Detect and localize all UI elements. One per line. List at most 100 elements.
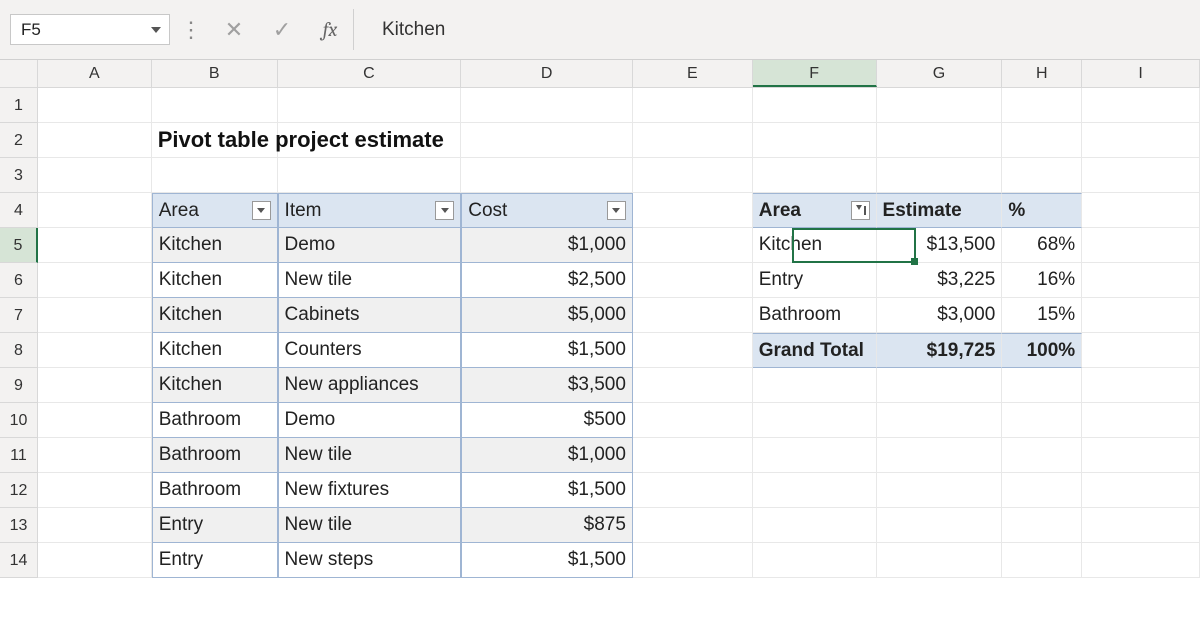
row-header[interactable]: 4 bbox=[0, 193, 38, 228]
sort-icon[interactable] bbox=[851, 201, 870, 220]
col-header-G[interactable]: G bbox=[877, 60, 1003, 87]
pivot-header-percent[interactable]: % bbox=[1002, 193, 1082, 228]
cell[interactable] bbox=[633, 123, 753, 158]
row-header[interactable]: 5 bbox=[0, 228, 38, 263]
cell[interactable] bbox=[1082, 438, 1200, 473]
table-row[interactable]: Cabinets bbox=[278, 298, 462, 333]
pivot-row[interactable]: 15% bbox=[1002, 298, 1082, 333]
table-row[interactable]: Bathroom bbox=[152, 473, 278, 508]
cell[interactable] bbox=[877, 88, 1003, 123]
pivot-row[interactable]: $3,225 bbox=[877, 263, 1003, 298]
cell[interactable] bbox=[38, 403, 152, 438]
insert-function-button[interactable]: fx bbox=[306, 0, 354, 59]
row-header[interactable]: 14 bbox=[0, 543, 38, 578]
table-row[interactable]: Bathroom bbox=[152, 438, 278, 473]
cell[interactable] bbox=[461, 88, 633, 123]
table-row[interactable]: New tile bbox=[278, 263, 462, 298]
pivot-row[interactable]: 16% bbox=[1002, 263, 1082, 298]
cell[interactable] bbox=[1082, 298, 1200, 333]
table-row[interactable]: Kitchen bbox=[152, 263, 278, 298]
pivot-grand-total[interactable]: $19,725 bbox=[877, 333, 1003, 368]
cell[interactable] bbox=[38, 438, 152, 473]
row-header[interactable]: 13 bbox=[0, 508, 38, 543]
cell[interactable] bbox=[1082, 543, 1200, 578]
cell[interactable] bbox=[1002, 158, 1082, 193]
table-row[interactable]: Entry bbox=[152, 508, 278, 543]
cell[interactable] bbox=[38, 333, 152, 368]
name-box[interactable]: F5 bbox=[10, 14, 170, 45]
cell[interactable] bbox=[1002, 403, 1082, 438]
cell[interactable] bbox=[1082, 263, 1200, 298]
table-row[interactable]: New steps bbox=[278, 543, 462, 578]
table-row[interactable]: Entry bbox=[152, 543, 278, 578]
row-header[interactable]: 8 bbox=[0, 333, 38, 368]
pivot-header-area[interactable]: Area bbox=[753, 193, 877, 228]
cell[interactable] bbox=[877, 123, 1003, 158]
cell[interactable] bbox=[633, 508, 753, 543]
cell[interactable] bbox=[38, 88, 152, 123]
cell[interactable] bbox=[633, 333, 753, 368]
cell[interactable] bbox=[1082, 123, 1200, 158]
row-header[interactable]: 11 bbox=[0, 438, 38, 473]
cell[interactable] bbox=[1002, 508, 1082, 543]
cell[interactable] bbox=[633, 473, 753, 508]
table-row[interactable]: Counters bbox=[278, 333, 462, 368]
select-all-corner[interactable] bbox=[0, 60, 38, 87]
cell[interactable] bbox=[38, 123, 152, 158]
col-header-E[interactable]: E bbox=[633, 60, 753, 87]
cell[interactable] bbox=[38, 158, 152, 193]
table-row[interactable]: Demo bbox=[278, 403, 462, 438]
cell[interactable] bbox=[877, 368, 1003, 403]
col-header-A[interactable]: A bbox=[38, 60, 152, 87]
table-row[interactable]: Kitchen bbox=[152, 368, 278, 403]
cell[interactable] bbox=[38, 508, 152, 543]
col-header-C[interactable]: C bbox=[278, 60, 462, 87]
cell[interactable] bbox=[38, 193, 152, 228]
formula-bar-input[interactable]: Kitchen bbox=[354, 0, 1200, 59]
cell[interactable] bbox=[753, 508, 877, 543]
cell[interactable] bbox=[753, 368, 877, 403]
cell[interactable] bbox=[1002, 473, 1082, 508]
table-header-area[interactable]: Area bbox=[152, 193, 278, 228]
cell[interactable] bbox=[1082, 193, 1200, 228]
table-row[interactable]: New tile bbox=[278, 438, 462, 473]
pivot-row[interactable]: $3,000 bbox=[877, 298, 1003, 333]
cell[interactable] bbox=[461, 123, 633, 158]
row-header[interactable]: 3 bbox=[0, 158, 38, 193]
table-row[interactable]: $500 bbox=[461, 403, 633, 438]
row-header[interactable]: 12 bbox=[0, 473, 38, 508]
table-row[interactable]: Bathroom bbox=[152, 403, 278, 438]
cell[interactable] bbox=[38, 263, 152, 298]
pivot-row[interactable]: 68% bbox=[1002, 228, 1082, 263]
row-header[interactable]: 9 bbox=[0, 368, 38, 403]
row-header[interactable]: 10 bbox=[0, 403, 38, 438]
pivot-row[interactable]: Entry bbox=[753, 263, 877, 298]
cell[interactable] bbox=[753, 123, 877, 158]
table-row[interactable]: $1,500 bbox=[461, 333, 633, 368]
filter-icon[interactable] bbox=[435, 201, 454, 220]
table-row[interactable]: Demo bbox=[278, 228, 462, 263]
cell[interactable] bbox=[877, 473, 1003, 508]
cell[interactable] bbox=[633, 263, 753, 298]
filter-icon[interactable] bbox=[252, 201, 271, 220]
col-header-H[interactable]: H bbox=[1002, 60, 1082, 87]
cell[interactable] bbox=[633, 228, 753, 263]
pivot-grand-total[interactable]: Grand Total bbox=[753, 333, 877, 368]
cell[interactable] bbox=[633, 88, 753, 123]
cell[interactable] bbox=[278, 88, 462, 123]
table-row[interactable]: Kitchen bbox=[152, 228, 278, 263]
cell[interactable] bbox=[877, 158, 1003, 193]
cell[interactable] bbox=[877, 543, 1003, 578]
cell[interactable] bbox=[753, 88, 877, 123]
cell[interactable] bbox=[633, 158, 753, 193]
cell[interactable] bbox=[1082, 473, 1200, 508]
table-header-item[interactable]: Item bbox=[278, 193, 462, 228]
page-title[interactable]: Pivot table project estimate bbox=[152, 123, 278, 158]
table-row[interactable]: New appliances bbox=[278, 368, 462, 403]
cell[interactable] bbox=[461, 158, 633, 193]
table-row[interactable]: $875 bbox=[461, 508, 633, 543]
cell[interactable] bbox=[877, 438, 1003, 473]
cell[interactable] bbox=[633, 543, 753, 578]
cell[interactable] bbox=[633, 193, 753, 228]
pivot-row[interactable]: Bathroom bbox=[753, 298, 877, 333]
